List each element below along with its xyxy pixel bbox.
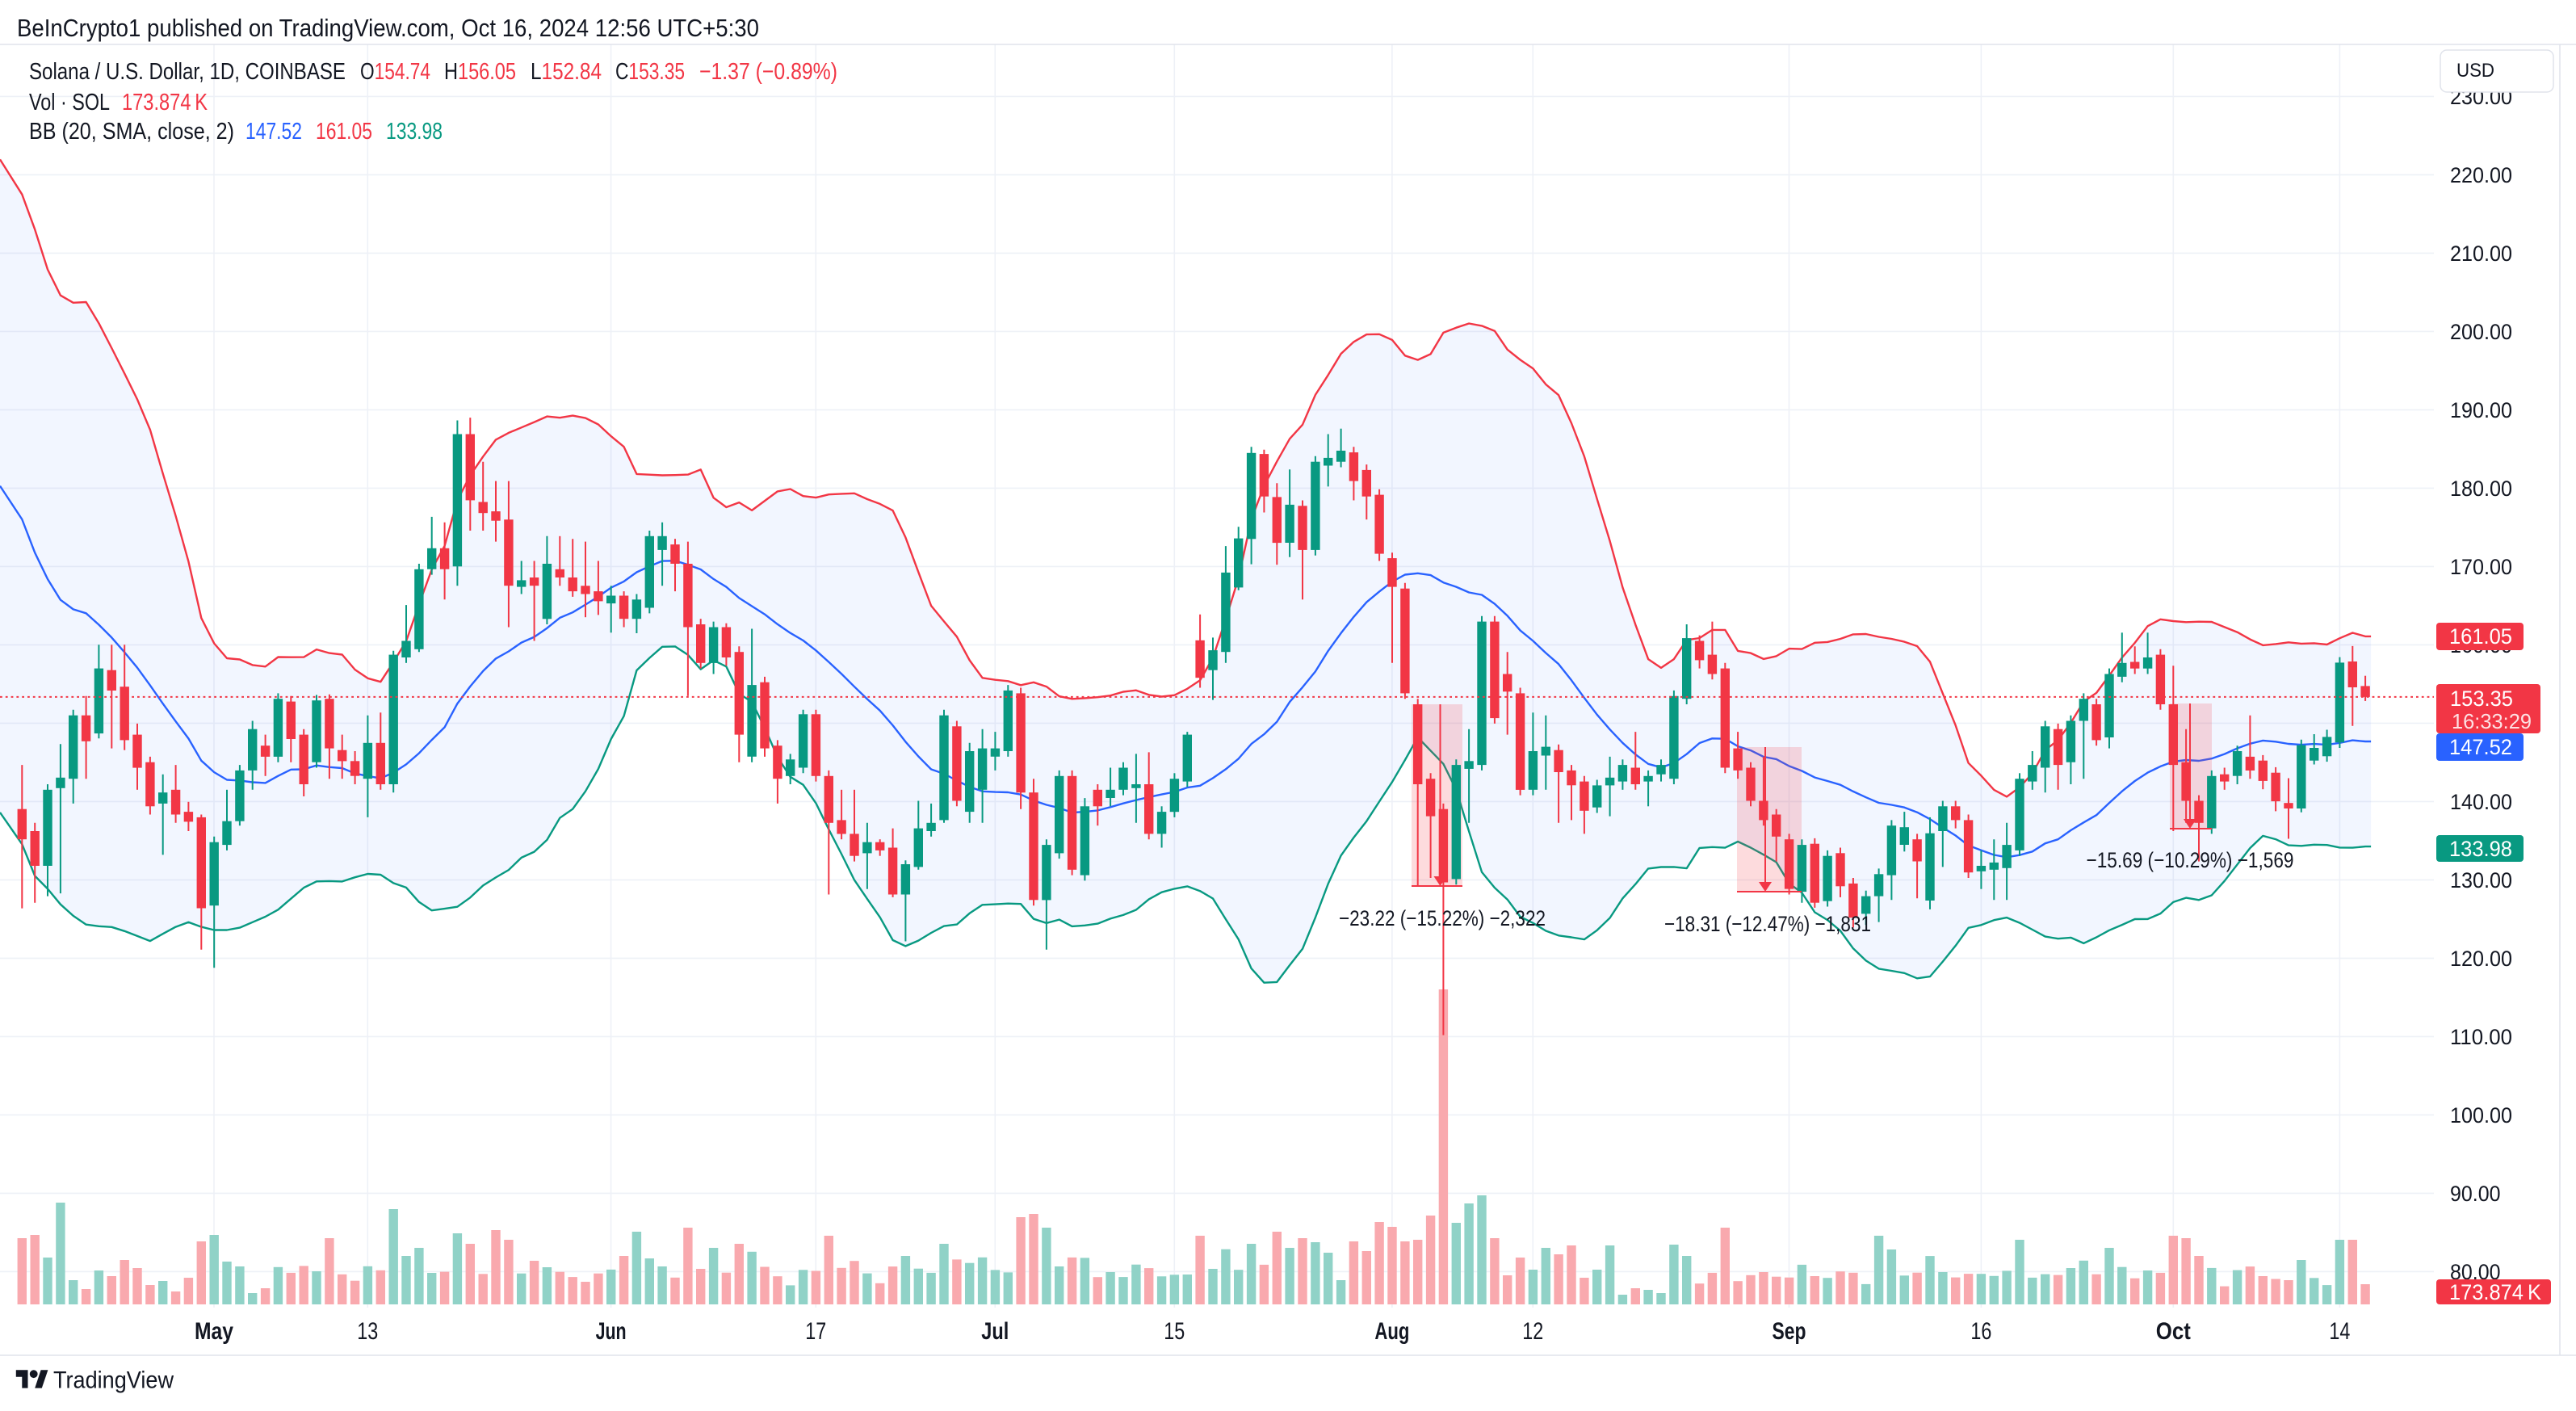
svg-text:161.05: 161.05 — [316, 119, 372, 145]
svg-text:Vol · SOL: Vol · SOL — [29, 90, 110, 115]
svg-text:170.00: 170.00 — [2450, 555, 2512, 579]
svg-text:16:33:29: 16:33:29 — [2452, 709, 2532, 733]
svg-text:110.00: 110.00 — [2450, 1025, 2512, 1049]
svg-text:120.00: 120.00 — [2450, 947, 2512, 971]
svg-text:200.00: 200.00 — [2450, 320, 2512, 344]
svg-text:C153.35: C153.35 — [615, 59, 685, 85]
svg-text:173.874 K: 173.874 K — [122, 90, 208, 115]
svg-text:−23.22 (−15.22%) −2,322: −23.22 (−15.22%) −2,322 — [1339, 906, 1546, 930]
svg-text:−15.69 (−10.29%) −1,569: −15.69 (−10.29%) −1,569 — [2087, 848, 2294, 872]
svg-text:14: 14 — [2329, 1318, 2350, 1345]
svg-text:L152.84: L152.84 — [531, 59, 602, 85]
svg-text:100.00: 100.00 — [2450, 1103, 2512, 1128]
svg-text:173.874 K: 173.874 K — [2449, 1280, 2541, 1304]
svg-text:−1.37 (−0.89%): −1.37 (−0.89%) — [699, 59, 837, 85]
svg-text:BeInCrypto1 published on Tradi: BeInCrypto1 published on TradingView.com… — [17, 14, 759, 42]
svg-text:−18.31 (−12.47%) −1,831: −18.31 (−12.47%) −1,831 — [1664, 912, 1871, 936]
svg-text:140.00: 140.00 — [2450, 790, 2512, 814]
svg-text:May: May — [195, 1318, 233, 1345]
svg-text:12: 12 — [1522, 1318, 1543, 1345]
svg-text:16: 16 — [1970, 1318, 1991, 1345]
svg-text:153.35: 153.35 — [2450, 687, 2513, 711]
svg-text:Solana / U.S. Dollar, 1D, COIN: Solana / U.S. Dollar, 1D, COINBASE — [29, 59, 346, 85]
svg-text:TradingView: TradingView — [53, 1367, 174, 1394]
svg-text:13: 13 — [357, 1318, 378, 1345]
svg-text:90.00: 90.00 — [2450, 1182, 2501, 1206]
svg-text:220.00: 220.00 — [2450, 163, 2512, 187]
svg-text:147.52: 147.52 — [245, 119, 302, 145]
svg-text:17: 17 — [805, 1318, 826, 1345]
svg-text:Sep: Sep — [1773, 1318, 1806, 1345]
svg-text:210.00: 210.00 — [2450, 241, 2512, 266]
svg-text:USD: USD — [2456, 60, 2494, 82]
svg-text:Jul: Jul — [981, 1318, 1009, 1345]
svg-text:133.98: 133.98 — [2449, 837, 2512, 861]
svg-text:O154.74: O154.74 — [360, 59, 430, 85]
svg-text:133.98: 133.98 — [386, 119, 443, 145]
svg-text:Jun: Jun — [596, 1318, 627, 1345]
svg-text:H156.05: H156.05 — [444, 59, 516, 85]
svg-text:190.00: 190.00 — [2450, 398, 2512, 422]
svg-text:180.00: 180.00 — [2450, 477, 2512, 501]
svg-text:Oct: Oct — [2156, 1318, 2191, 1345]
svg-text:15: 15 — [1164, 1318, 1185, 1345]
svg-text:147.52: 147.52 — [2449, 735, 2512, 759]
svg-text:Aug: Aug — [1374, 1318, 1409, 1345]
svg-text:130.00: 130.00 — [2450, 868, 2512, 892]
svg-text:BB (20, SMA, close, 2): BB (20, SMA, close, 2) — [29, 119, 234, 145]
svg-text:161.05: 161.05 — [2449, 624, 2512, 649]
